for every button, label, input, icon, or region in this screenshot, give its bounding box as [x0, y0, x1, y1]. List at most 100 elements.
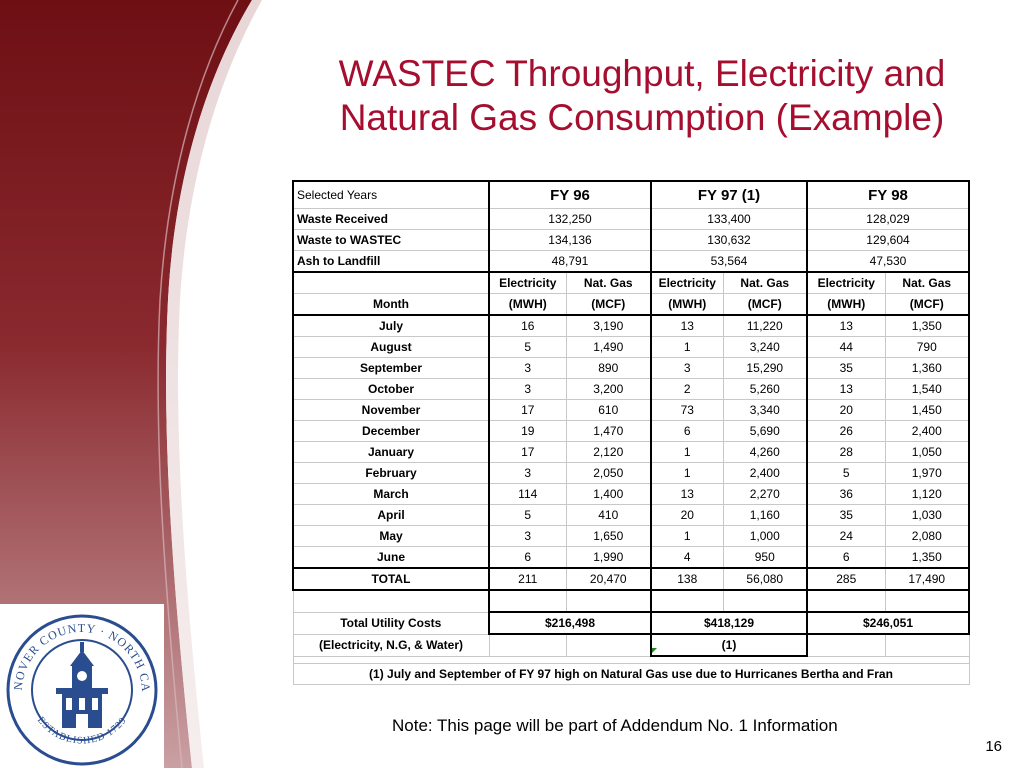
utility-sub-label: (Electricity, N.G, & Water) — [292, 633, 490, 657]
summary-value: 134,136 — [488, 229, 652, 251]
month-value: 36 — [806, 483, 886, 505]
footnote-row: (1) July and September of FY 97 high on … — [292, 663, 970, 685]
unit-header: (MCF) — [565, 293, 652, 316]
month-row: January 17 2,120 1 4,260 28 1,050 — [292, 441, 970, 463]
month-label: February — [292, 462, 490, 484]
sub-header: Nat. Gas — [565, 271, 652, 294]
sub-header: Electricity — [650, 271, 724, 294]
month-value: 950 — [722, 546, 808, 569]
month-value: 3 — [488, 462, 567, 484]
month-value: 3,190 — [565, 314, 652, 337]
month-value: 4,260 — [722, 441, 808, 463]
empty-cell — [650, 589, 724, 613]
month-value: 1,000 — [722, 525, 808, 547]
empty-cell — [806, 633, 886, 657]
month-value: 17 — [488, 441, 567, 463]
month-value: 1,470 — [565, 420, 652, 442]
month-value: 6 — [650, 420, 724, 442]
unit-header: (MCF) — [722, 293, 808, 316]
month-value: 1 — [650, 525, 724, 547]
summary-value: 48,791 — [488, 250, 652, 273]
year-header: FY 97 (1) — [650, 180, 808, 209]
month-value: 2,080 — [884, 525, 970, 547]
month-value: 73 — [650, 399, 724, 421]
sub-header: Nat. Gas — [722, 271, 808, 294]
month-label: November — [292, 399, 490, 421]
empty-cell — [292, 271, 490, 294]
year-header: FY 96 — [488, 180, 652, 209]
summary-value: 130,632 — [650, 229, 808, 251]
total-value: 138 — [650, 567, 724, 591]
empty-cell — [488, 589, 567, 613]
utility-sub-row: (Electricity, N.G, & Water) (1) — [292, 633, 970, 657]
month-value: 20 — [806, 399, 886, 421]
summary-row: Waste to WASTEC 134,136 130,632 129,604 — [292, 229, 970, 251]
month-value: 3 — [488, 357, 567, 379]
month-row: December 19 1,470 6 5,690 26 2,400 — [292, 420, 970, 442]
footnote: (1) July and September of FY 97 high on … — [292, 663, 970, 685]
month-value: 1,450 — [884, 399, 970, 421]
utility-cost-value: $216,498 — [488, 611, 652, 635]
month-value: 1,120 — [884, 483, 970, 505]
month-row: November 17 610 73 3,340 20 1,450 — [292, 399, 970, 421]
summary-value: 133,400 — [650, 208, 808, 230]
cell-comment-marker — [652, 648, 657, 653]
total-label: TOTAL — [292, 567, 490, 591]
month-row: August 5 1,490 1 3,240 44 790 — [292, 336, 970, 358]
month-value: 1,540 — [884, 378, 970, 400]
month-header: Month — [292, 293, 490, 316]
month-value: 16 — [488, 314, 567, 337]
month-label: December — [292, 420, 490, 442]
month-value: 1,360 — [884, 357, 970, 379]
month-value: 2,400 — [722, 462, 808, 484]
month-value: 6 — [488, 546, 567, 569]
month-label: March — [292, 483, 490, 505]
month-value: 410 — [565, 504, 652, 526]
month-value: 1,350 — [884, 546, 970, 569]
summary-value: 128,029 — [806, 208, 970, 230]
throughput-table: Selected Years FY 96 FY 97 (1) FY 98 Was… — [292, 180, 970, 685]
month-value: 13 — [650, 483, 724, 505]
month-label: July — [292, 314, 490, 337]
summary-value: 132,250 — [488, 208, 652, 230]
total-value: 20,470 — [565, 567, 652, 591]
empty-cell — [722, 589, 808, 613]
sub-header-row: Electricity Nat. Gas Electricity Nat. Ga… — [292, 271, 970, 294]
month-row: July 16 3,190 13 11,220 13 1,350 — [292, 314, 970, 337]
summary-label: Waste to WASTEC — [292, 229, 490, 251]
month-value: 3 — [488, 525, 567, 547]
month-value: 1 — [650, 336, 724, 358]
month-value: 5,690 — [722, 420, 808, 442]
month-value: 19 — [488, 420, 567, 442]
summary-label: Ash to Landfill — [292, 250, 490, 273]
month-value: 1,400 — [565, 483, 652, 505]
month-row: June 6 1,990 4 950 6 1,350 — [292, 546, 970, 569]
month-row: September 3 890 3 15,290 35 1,360 — [292, 357, 970, 379]
month-row: April 5 410 20 1,160 35 1,030 — [292, 504, 970, 526]
month-value: 890 — [565, 357, 652, 379]
month-value: 1,160 — [722, 504, 808, 526]
utility-cost-label: Total Utility Costs — [292, 611, 490, 635]
years-header-row: Selected Years FY 96 FY 97 (1) FY 98 — [292, 180, 970, 209]
empty-cell — [565, 589, 652, 613]
summary-label: Waste Received — [292, 208, 490, 230]
unit-header: (MCF) — [884, 293, 970, 316]
month-value: 2,270 — [722, 483, 808, 505]
month-value: 44 — [806, 336, 886, 358]
total-row: TOTAL 211 20,470 138 56,080 285 17,490 — [292, 567, 970, 591]
county-seal-logo: NEW HANOVER COUNTY · NORTH CAROLINA ESTA… — [0, 593, 158, 766]
unit-header: (MWH) — [488, 293, 567, 316]
addendum-note: Note: This page will be part of Addendum… — [392, 716, 838, 735]
summary-value: 47,530 — [806, 250, 970, 273]
month-value: 2,050 — [565, 462, 652, 484]
unit-header: (MWH) — [650, 293, 724, 316]
summary-value: 129,604 — [806, 229, 970, 251]
month-value: 35 — [806, 504, 886, 526]
utility-sub-note: (1) — [650, 633, 808, 657]
month-value: 24 — [806, 525, 886, 547]
month-value: 13 — [806, 314, 886, 337]
total-value: 285 — [806, 567, 886, 591]
sub-header: Nat. Gas — [884, 271, 970, 294]
month-row: October 3 3,200 2 5,260 13 1,540 — [292, 378, 970, 400]
